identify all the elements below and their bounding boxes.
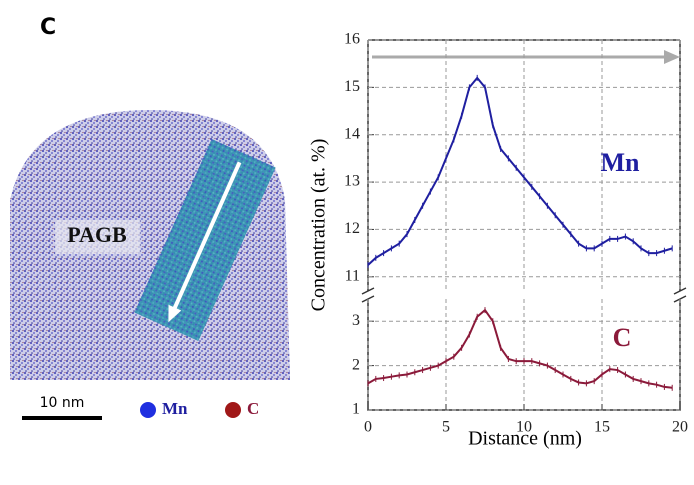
- y-tick-label: 13: [344, 173, 360, 190]
- legend-label: C: [247, 399, 259, 418]
- legend-label: Mn: [162, 399, 188, 418]
- panel-label: C: [40, 15, 56, 40]
- legend-dot: [140, 402, 156, 418]
- y-tick-label: 2: [352, 356, 360, 373]
- y-tick-label: 16: [344, 31, 360, 48]
- image-label: PAGB: [67, 222, 127, 247]
- y-axis-label: Concentration (at. %): [308, 139, 330, 312]
- x-tick-label: 15: [594, 419, 610, 436]
- y-tick-label: 3: [352, 312, 360, 329]
- y-tick-label: 12: [344, 220, 360, 237]
- x-tick-label: 0: [364, 419, 372, 436]
- y-tick-label: 11: [345, 267, 360, 284]
- legend-dot: [225, 402, 241, 418]
- x-tick-label: 20: [672, 419, 688, 436]
- y-tick-label: 15: [344, 78, 360, 95]
- x-tick-label: 5: [442, 419, 450, 436]
- series-annotation: C: [613, 323, 632, 352]
- x-tick-label: 10: [516, 419, 532, 436]
- y-tick-label: 14: [344, 125, 360, 142]
- x-axis-label: Distance (nm): [468, 428, 582, 450]
- atom-map: [10, 110, 290, 380]
- direction-arrow-head: [664, 50, 680, 64]
- series-annotation: Mn: [601, 148, 641, 177]
- label-bg: [55, 220, 140, 254]
- roi-box: [134, 138, 276, 342]
- data-line: [367, 308, 673, 389]
- data-line: [367, 76, 673, 266]
- scale-bar-label: 10 nm: [40, 395, 85, 411]
- y-tick-label: 1: [352, 401, 360, 418]
